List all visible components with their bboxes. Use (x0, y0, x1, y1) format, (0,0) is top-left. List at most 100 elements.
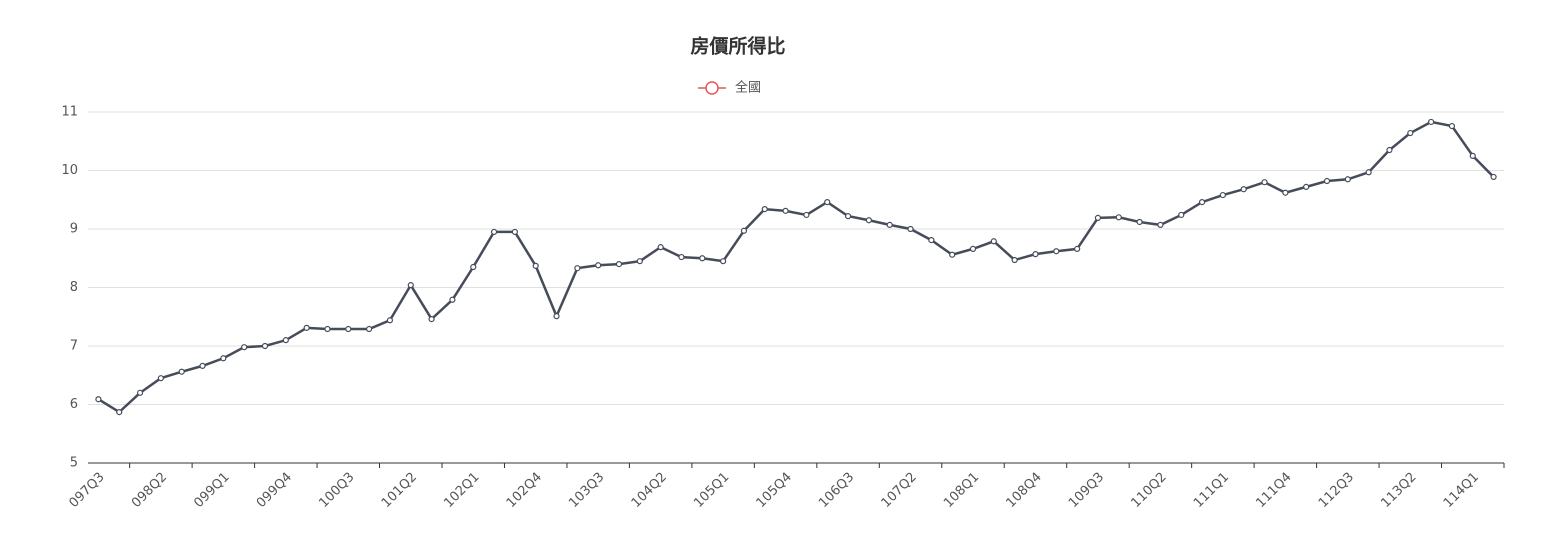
point (907, 225, 914, 233)
point (1053, 248, 1060, 255)
y-tick-label: 5 (70, 456, 78, 471)
point (407, 282, 414, 289)
point (678, 253, 685, 261)
point (595, 262, 602, 269)
point (1115, 214, 1122, 221)
x-tick-label: 100Q3 (316, 470, 357, 511)
point (199, 362, 206, 369)
x-tick-label: 102Q4 (504, 470, 545, 511)
point (720, 258, 727, 265)
x-tick-label: 110Q2 (1128, 470, 1169, 511)
y-tick-label: 8 (70, 280, 78, 295)
x-tick-label: 099Q1 (191, 470, 232, 511)
point (1490, 173, 1497, 181)
x-tick-label: 103Q3 (566, 470, 607, 511)
point (241, 344, 248, 351)
x-tick-label: 102Q1 (441, 470, 482, 511)
point (1261, 179, 1268, 186)
point (220, 355, 227, 362)
point (490, 228, 498, 236)
x-tick-label: 101Q2 (379, 470, 420, 511)
x-tick-label: 097Q3 (66, 470, 107, 511)
point (136, 389, 144, 396)
point (1386, 146, 1393, 154)
point (782, 207, 789, 214)
point (95, 396, 102, 403)
point (865, 217, 872, 224)
x-tick-label: 113Q2 (1378, 470, 1419, 511)
point (116, 409, 123, 416)
point (1178, 211, 1185, 219)
point (1407, 129, 1414, 137)
point (1094, 214, 1102, 221)
legend-label: 全國 (735, 80, 761, 96)
point (1011, 256, 1018, 264)
point (949, 251, 956, 258)
point (1219, 191, 1226, 199)
point (1136, 218, 1143, 226)
point (574, 265, 581, 272)
x-tick-label: 098Q2 (129, 470, 170, 511)
point (636, 258, 643, 265)
point (282, 337, 289, 344)
point (1198, 198, 1206, 206)
x-tick-label: 111Q1 (1191, 470, 1232, 511)
point (1157, 221, 1164, 229)
point (886, 221, 893, 229)
point (345, 325, 352, 333)
point (1240, 186, 1247, 193)
point (699, 255, 706, 262)
point (449, 296, 456, 303)
x-tick-label: 108Q4 (1004, 470, 1045, 511)
point (824, 198, 831, 206)
point (1428, 118, 1435, 126)
point (157, 375, 164, 382)
y-tick-label: 6 (70, 397, 78, 412)
chart-title: 房價所得比 (690, 35, 785, 58)
x-tick-label: 106Q3 (816, 470, 857, 511)
x-tick-label: 109Q3 (1066, 470, 1107, 511)
point (366, 325, 373, 333)
point (532, 262, 539, 269)
y-tick-label: 10 (61, 163, 78, 178)
x-tick-label: 104Q2 (629, 470, 670, 511)
point (740, 227, 748, 234)
point (803, 211, 810, 219)
point (386, 317, 394, 324)
x-tick-label: 105Q4 (754, 470, 795, 511)
x-tick-label: 112Q3 (1316, 470, 1357, 511)
point (1344, 176, 1351, 183)
point (844, 213, 852, 220)
point (1323, 177, 1331, 185)
point (969, 245, 977, 252)
y-tick-label: 9 (70, 222, 78, 237)
point (428, 315, 435, 323)
point (511, 228, 518, 236)
point (178, 368, 185, 375)
point (1032, 251, 1039, 258)
x-tick-label: 108Q1 (941, 470, 982, 511)
point (657, 244, 664, 251)
point (1074, 245, 1081, 252)
point (615, 261, 623, 268)
point (990, 238, 997, 245)
point (324, 325, 331, 333)
x-tick-label: 107Q2 (879, 470, 920, 511)
y-tick-label: 11 (61, 105, 78, 120)
point (553, 313, 560, 320)
point (1365, 169, 1372, 176)
x-tick-label: 099Q4 (254, 470, 295, 511)
point (1282, 189, 1289, 196)
point (303, 324, 310, 331)
legend-icon (705, 81, 719, 95)
x-tick-label: 105Q1 (691, 470, 732, 511)
line (97, 120, 1495, 414)
x-tick-label: 111Q4 (1253, 470, 1294, 511)
point (1303, 183, 1310, 190)
point (928, 237, 935, 244)
point (470, 263, 477, 271)
point (1469, 152, 1476, 159)
x-tick-label: 114Q1 (1441, 470, 1482, 511)
